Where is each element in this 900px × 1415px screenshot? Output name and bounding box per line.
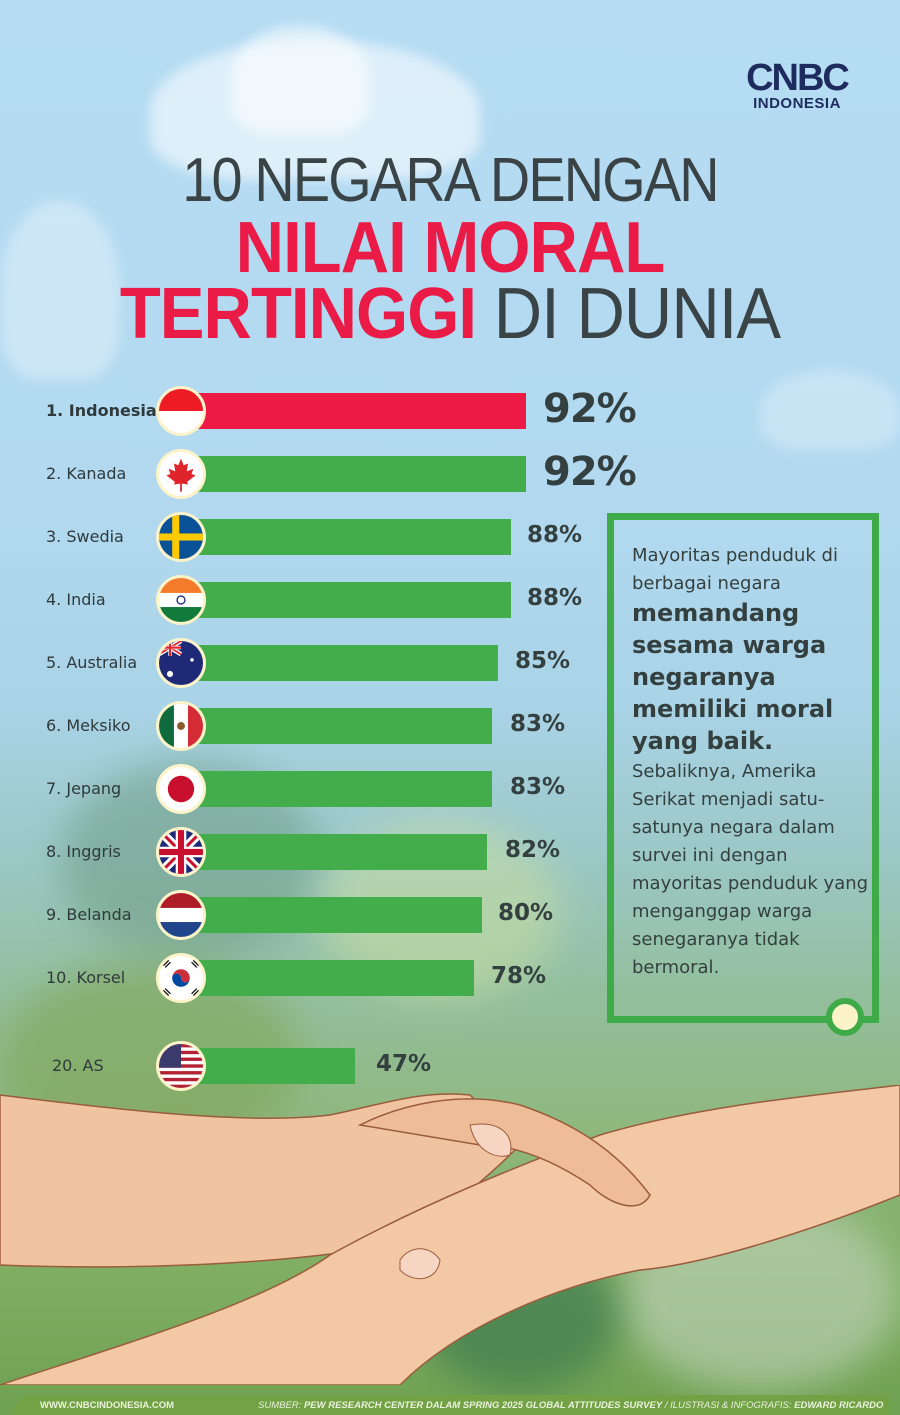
australia-flag-icon	[156, 638, 206, 688]
row-label: 9. Belanda	[46, 905, 132, 924]
japan-flag-icon	[156, 764, 206, 814]
row-value: 82%	[505, 837, 561, 863]
credit-name: EDWARD RICARDO	[794, 1400, 884, 1411]
uk-flag-icon	[156, 827, 206, 877]
row-label: 5. Australia	[46, 653, 138, 672]
sweden-flag-icon	[156, 512, 206, 562]
row-value: 92%	[543, 386, 637, 432]
row-label: 7. Jepang	[46, 779, 122, 798]
chart-row-japan: 7. Jepang 83%	[0, 764, 620, 814]
row-value: 47%	[376, 1051, 432, 1077]
row-label: 10. Korsel	[46, 968, 126, 987]
mexico-flag-icon	[156, 701, 206, 751]
row-value: 88%	[527, 522, 583, 548]
chart-row-india: 4. India 88%	[0, 575, 620, 625]
chart-row-south-korea: 10. Korsel 78%	[0, 953, 620, 1003]
info-rest: Sebaliknya, Amerika Serikat menjadi satu…	[632, 761, 869, 978]
row-label: 8. Inggris	[46, 842, 121, 861]
row-label: 3. Swedia	[46, 527, 124, 546]
row-label: 20. AS	[52, 1056, 104, 1075]
title-line-3-rest: DI DUNIA	[476, 274, 781, 354]
bar-japan	[195, 771, 492, 807]
info-callout-box: Mayoritas penduduk di berbagai negara me…	[607, 513, 879, 1036]
row-value: 83%	[510, 711, 566, 737]
row-value: 92%	[543, 449, 637, 495]
bar-uk	[195, 834, 487, 870]
title-highlight: TERTINGGI	[119, 274, 477, 354]
south-korea-flag-icon	[156, 953, 206, 1003]
row-label: 6. Meksiko	[46, 716, 131, 735]
bar-india	[195, 582, 511, 618]
chart-row-netherlands: 9. Belanda 80%	[0, 890, 620, 940]
bar-south-korea	[195, 960, 474, 996]
footer-source: SUMBER: PEW RESEARCH CENTER DALAM SPRING…	[258, 1400, 883, 1411]
row-value: 80%	[498, 900, 554, 926]
bar-canada	[195, 456, 526, 492]
bar-australia	[195, 645, 498, 681]
title-line-3: TERTINGGI DI DUNIA	[32, 278, 869, 350]
chart-row-australia: 5. Australia 85%	[0, 638, 620, 688]
chart-row-indonesia: 1. Indonesia 92%	[0, 386, 637, 436]
row-value: 78%	[491, 963, 547, 989]
row-label: 1. Indonesia	[46, 401, 157, 420]
info-text: Mayoritas penduduk di berbagai negara me…	[632, 542, 872, 982]
chart-row-sweden: 3. Swedia 88%	[0, 512, 620, 562]
bar-indonesia	[195, 393, 526, 429]
source-prefix: SUMBER:	[258, 1400, 304, 1411]
info-intro: Mayoritas penduduk di berbagai negara	[632, 545, 838, 594]
callout-knob-icon	[826, 998, 864, 1036]
chart-row-uk: 8. Inggris 82%	[0, 827, 620, 877]
usa-flag-icon	[156, 1041, 206, 1091]
cloud-decoration	[760, 370, 900, 450]
logo-cnbc-text: CNBC	[746, 57, 850, 99]
cloud-decoration	[230, 25, 370, 135]
bar-sweden	[195, 519, 511, 555]
row-value: 83%	[510, 774, 566, 800]
bar-mexico	[195, 708, 492, 744]
source-name: PEW RESEARCH CENTER DALAM SPRING 2025 GL…	[303, 1400, 663, 1411]
footer-website: WWW.CNBCINDONESIA.COM	[40, 1400, 175, 1411]
chart-row-mexico: 6. Meksiko 83%	[0, 701, 620, 751]
row-value: 88%	[527, 585, 583, 611]
chart-row-canada: 2. Kanada 92%	[0, 449, 637, 499]
netherlands-flag-icon	[156, 890, 206, 940]
holding-hands-illustration	[0, 1085, 900, 1385]
cloud-decoration	[0, 200, 120, 380]
row-label: 4. India	[46, 590, 106, 609]
indonesia-flag-icon	[156, 386, 206, 436]
chart-row-usa: 20. AS 47%	[0, 1041, 620, 1091]
info-bold: memandang sesama warga negaranya memilik…	[632, 599, 834, 755]
india-flag-icon	[156, 575, 206, 625]
title-line-1: 10 NEGARA DENGAN	[182, 146, 719, 215]
credit-prefix: / ILUSTRASI & INFOGRAFIS:	[662, 1400, 795, 1411]
row-label: 2. Kanada	[46, 464, 127, 483]
bar-usa	[195, 1048, 355, 1084]
canada-flag-icon	[156, 449, 206, 499]
cnbc-indonesia-logo: CNBC INDONESIA	[742, 57, 852, 112]
title-line-2: NILAI MORAL	[235, 208, 666, 288]
footer-bar: WWW.CNBCINDONESIA.COM SUMBER: PEW RESEAR…	[14, 1395, 890, 1415]
row-value: 85%	[515, 648, 571, 674]
bar-netherlands	[195, 897, 482, 933]
logo-indonesia-text: INDONESIA	[753, 95, 841, 112]
